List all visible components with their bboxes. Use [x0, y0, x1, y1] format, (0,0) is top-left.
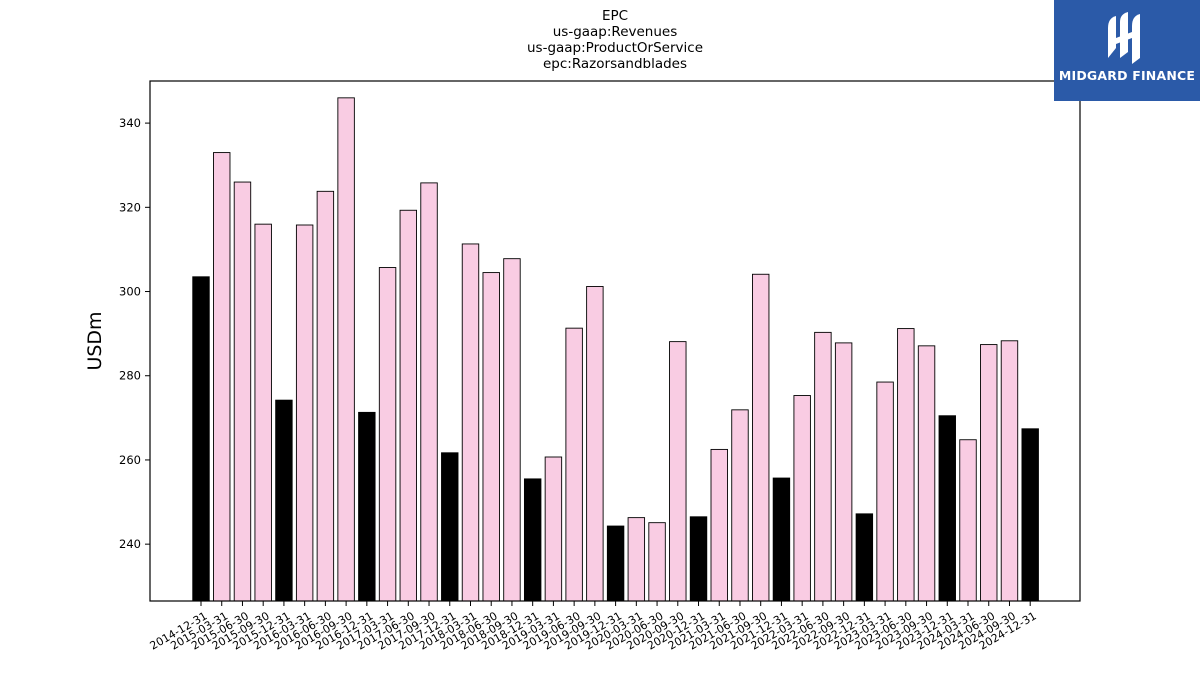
- bar: [710, 448, 728, 602]
- y-axis: 240 260 280 300 320 340: [119, 116, 150, 551]
- bar: [254, 223, 272, 602]
- bar: [275, 399, 293, 602]
- y-tick-label: 240: [119, 537, 141, 551]
- bar: [482, 272, 500, 602]
- y-tick-label: 280: [119, 369, 141, 383]
- bar: [1021, 428, 1039, 602]
- bar: [461, 243, 480, 602]
- y-tick-label: 340: [119, 116, 141, 130]
- bar: [689, 516, 708, 602]
- y-tick-label: 300: [119, 285, 141, 299]
- bar: [1000, 340, 1019, 602]
- bar: [917, 345, 936, 602]
- chart-title-line: epc:Razorsandblades: [543, 56, 687, 72]
- bar: [295, 224, 314, 602]
- bar: [648, 522, 666, 602]
- bar: [441, 452, 459, 602]
- bar: [192, 276, 210, 602]
- bar: [213, 152, 231, 602]
- bar: [959, 439, 977, 602]
- bar: [503, 258, 521, 602]
- bar: [420, 182, 438, 602]
- chart-title: EPCus-gaap:Revenuesus-gaap:ProductOrServ…: [527, 8, 703, 72]
- chart-title-line: us-gaap:Revenues: [553, 24, 678, 40]
- bar: [814, 331, 832, 602]
- logo-text: MIDGARD FINANCE: [1058, 68, 1196, 83]
- bar: [772, 477, 791, 602]
- bar: [938, 415, 956, 602]
- bar: [669, 341, 687, 602]
- bar: [876, 381, 894, 602]
- bar: [834, 342, 853, 602]
- bar: [731, 409, 749, 602]
- chart-title-line: us-gaap:ProductOrService: [527, 40, 703, 56]
- y-tick-label: 260: [119, 453, 141, 467]
- bar: [855, 513, 874, 602]
- y-tick-label: 320: [119, 200, 141, 214]
- logo-mark-icon: [1108, 12, 1140, 64]
- bar: [358, 411, 376, 602]
- bar: [586, 286, 604, 602]
- bar: [523, 478, 542, 602]
- logo: MIDGARD FINANCE: [1054, 0, 1200, 101]
- y-axis-label: USDm: [84, 311, 106, 370]
- chart-title-line: EPC: [602, 8, 628, 24]
- bar: [399, 209, 417, 602]
- plot-frame: [149, 80, 1081, 602]
- x-axis: 2014-12-312015-03-312015-06-302015-09-30…: [148, 601, 1039, 653]
- bar: [565, 327, 583, 602]
- bar: [233, 181, 252, 602]
- bar: [752, 273, 770, 602]
- bar: [544, 456, 563, 602]
- bars: [192, 97, 1039, 602]
- bar: [378, 267, 397, 602]
- bar: [627, 517, 646, 602]
- bar: [606, 525, 625, 602]
- bar: [337, 97, 355, 602]
- bar: [316, 190, 335, 602]
- bar: [980, 344, 998, 602]
- bar: [897, 328, 915, 602]
- bar: [793, 395, 811, 602]
